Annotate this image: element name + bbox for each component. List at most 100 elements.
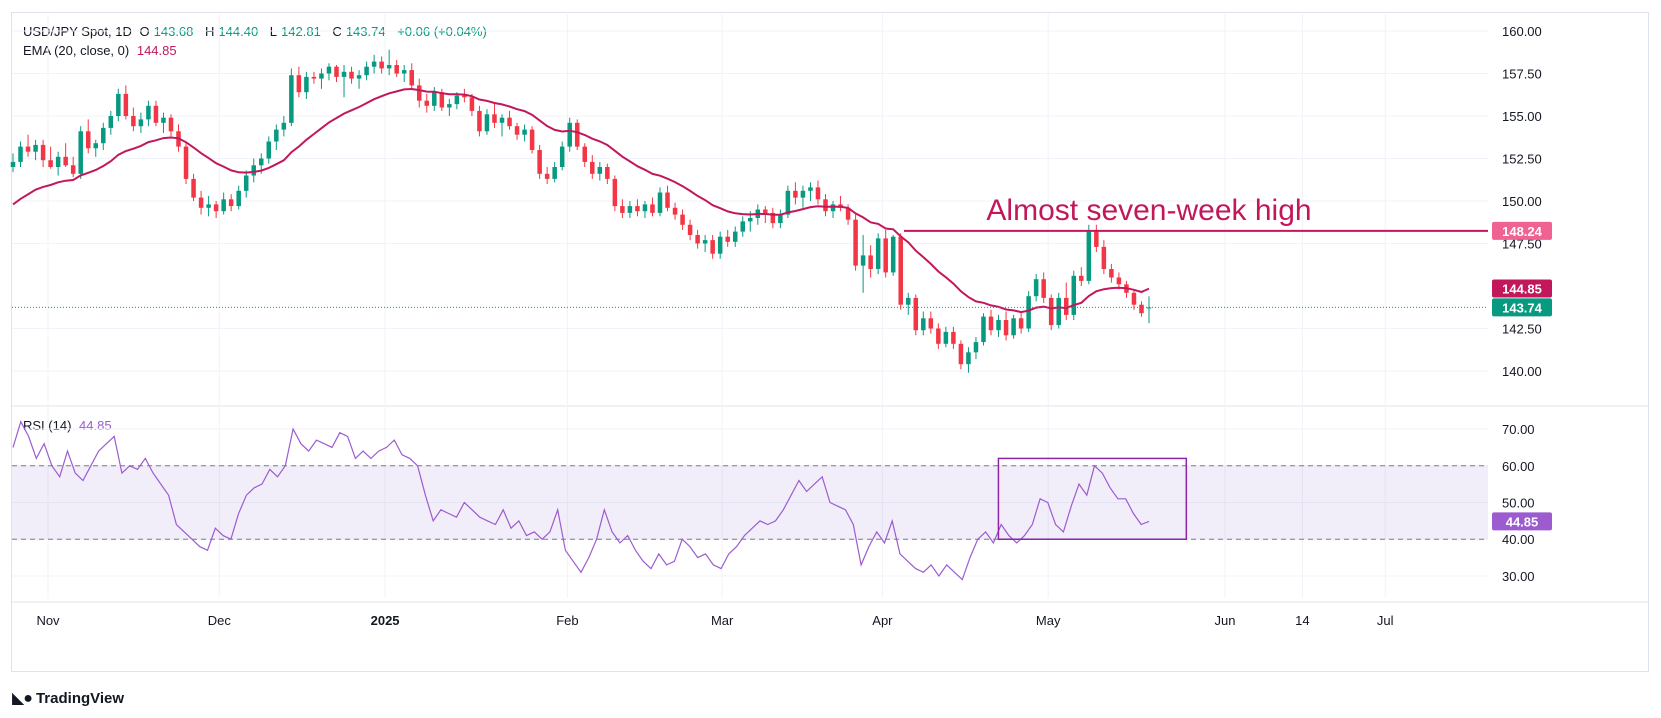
candle-body: [642, 204, 648, 212]
candle-body: [898, 236, 903, 305]
candle-body: [101, 127, 106, 144]
rsi-tick-label: 50.00: [1502, 496, 1535, 511]
candle-body: [168, 117, 174, 132]
candle-body: [702, 240, 708, 244]
candle-body: [928, 318, 934, 329]
candle-body: [25, 146, 31, 152]
candle-body: [710, 240, 715, 254]
candle-body: [1011, 318, 1016, 336]
candle-body: [717, 236, 723, 254]
seven-week-high-annotation: Almost seven-week high: [986, 194, 1311, 227]
candle-body: [845, 207, 851, 220]
candle-body: [432, 92, 437, 106]
candle-body: [454, 95, 460, 105]
candle-body: [665, 192, 670, 208]
candle-body: [597, 167, 603, 174]
candle-body: [913, 297, 919, 331]
candle-body: [319, 73, 324, 79]
candle-body: [93, 143, 99, 149]
candle-body: [33, 144, 38, 152]
price-tick-label: 150.00: [1502, 194, 1542, 209]
candle-body: [206, 204, 211, 208]
candle-body: [1048, 297, 1054, 326]
candle-body: [785, 190, 791, 215]
candle-body: [334, 66, 339, 77]
candle-body: [386, 65, 392, 69]
candle-body: [243, 175, 249, 191]
candle-body: [236, 190, 241, 207]
candle-body: [770, 212, 776, 224]
candle-body: [1041, 279, 1046, 298]
candle-body: [304, 76, 309, 93]
candle-body: [973, 342, 979, 353]
candle-body: [228, 199, 234, 207]
candle-body: [1109, 269, 1114, 278]
price-tick-label: 142.50: [1502, 322, 1542, 337]
rsi-tag-bg: [1492, 512, 1552, 531]
candle-body: [349, 71, 354, 79]
candle-body: [853, 219, 858, 266]
candle-body: [1079, 275, 1084, 281]
candle-body: [943, 331, 949, 344]
candle-body: [883, 238, 888, 273]
candle-body: [1131, 292, 1137, 305]
candle-body: [574, 122, 580, 147]
axes-group: 160.00 157.50 155.00 152.50 150.00 147.50 142.…: [36, 24, 1552, 628]
candle-body: [341, 71, 347, 77]
candle-body: [507, 117, 512, 127]
candle-body: [695, 235, 700, 244]
candle-body: [650, 204, 655, 213]
candle-body: [311, 76, 317, 79]
candle-body: [1056, 297, 1061, 326]
candle-body: [958, 343, 964, 365]
candle-body: [529, 129, 535, 150]
candle-body: [672, 207, 678, 215]
candle-body: [191, 178, 196, 198]
candle-body: [725, 236, 730, 242]
price-tick-label: 152.50: [1502, 152, 1542, 167]
time-tick-label: Nov: [36, 613, 60, 628]
candle-body: [469, 97, 475, 111]
overlays-group: Almost seven-week high: [12, 87, 1488, 581]
rsi-tick-label: 70.00: [1502, 422, 1535, 437]
candle-body: [1094, 231, 1099, 247]
candle-body: [559, 146, 565, 167]
candle-body: [522, 129, 527, 135]
candle-body: [778, 214, 783, 224]
time-tick-label: Feb: [556, 613, 578, 628]
price-tick-label: 157.50: [1502, 67, 1542, 82]
candle-body: [1086, 231, 1092, 281]
candle-body: [620, 206, 625, 213]
price-tag-label: 148.24: [1502, 224, 1543, 239]
candle-body: [1063, 297, 1069, 315]
brand-name: TradingView: [35, 689, 125, 707]
ema-value: 144.85: [136, 43, 177, 58]
candle-body: [18, 146, 23, 162]
candle-body: [567, 122, 572, 147]
candle-body: [492, 114, 497, 123]
ema-line: [12, 87, 1150, 314]
candle-body: [793, 190, 798, 198]
candle-body: [281, 122, 287, 130]
ema-legend: EMA (20, close, 0) 144.85: [23, 43, 181, 58]
candle-body: [687, 224, 693, 235]
candle-body: [537, 150, 542, 174]
tradingview-logo-icon: ◣●: [12, 690, 33, 707]
candle-body: [951, 331, 956, 344]
time-tick-label: Dec: [208, 613, 232, 628]
candle-body: [996, 320, 1001, 331]
candle-body: [221, 199, 226, 212]
candle-body: [116, 93, 121, 116]
candle-body: [906, 297, 911, 305]
candle-body: [123, 93, 129, 116]
candle-body: [890, 236, 896, 273]
candle-body: [48, 160, 53, 167]
candle-body: [55, 156, 61, 167]
candle-body: [108, 116, 114, 128]
candle-body: [1018, 318, 1024, 329]
candle-body: [936, 328, 941, 344]
candle-body: [800, 190, 806, 198]
candle-body: [612, 178, 618, 207]
candle-body: [680, 214, 685, 225]
price-tag-bg: [1492, 298, 1552, 317]
